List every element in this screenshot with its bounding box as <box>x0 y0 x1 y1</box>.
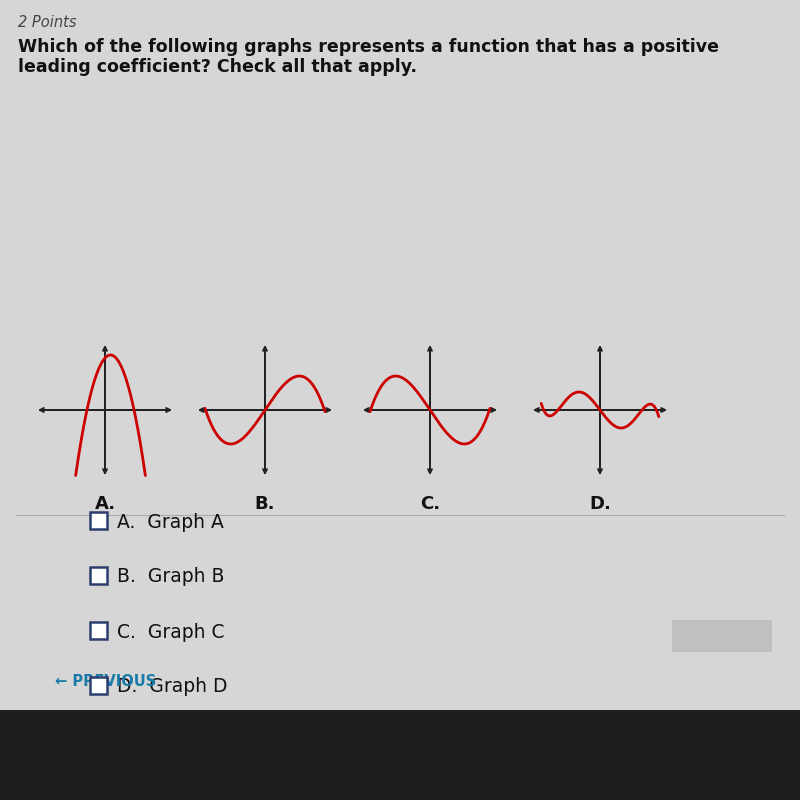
Bar <box>90 677 107 694</box>
Text: B.  Graph B: B. Graph B <box>117 567 225 586</box>
Text: leading coefficient? Check all that apply.: leading coefficient? Check all that appl… <box>18 58 417 76</box>
Text: SUBMIT: SUBMIT <box>690 629 754 643</box>
Bar <box>90 511 107 529</box>
Text: B.: B. <box>254 495 275 513</box>
Text: D.: D. <box>589 495 611 513</box>
FancyBboxPatch shape <box>0 0 800 710</box>
Bar <box>0 710 800 800</box>
Text: C.: C. <box>420 495 440 513</box>
Text: C.  Graph C: C. Graph C <box>117 622 225 642</box>
Text: 2 Points: 2 Points <box>18 15 77 30</box>
Bar <box>90 566 107 583</box>
Text: A.: A. <box>94 495 115 513</box>
Text: ← PREVIOUS: ← PREVIOUS <box>55 674 156 690</box>
Text: D.  Graph D: D. Graph D <box>117 678 227 697</box>
Text: Which of the following graphs represents a function that has a positive: Which of the following graphs represents… <box>18 38 719 56</box>
Bar <box>90 622 107 638</box>
Bar <box>672 620 772 652</box>
Text: A.  Graph A: A. Graph A <box>117 513 224 531</box>
